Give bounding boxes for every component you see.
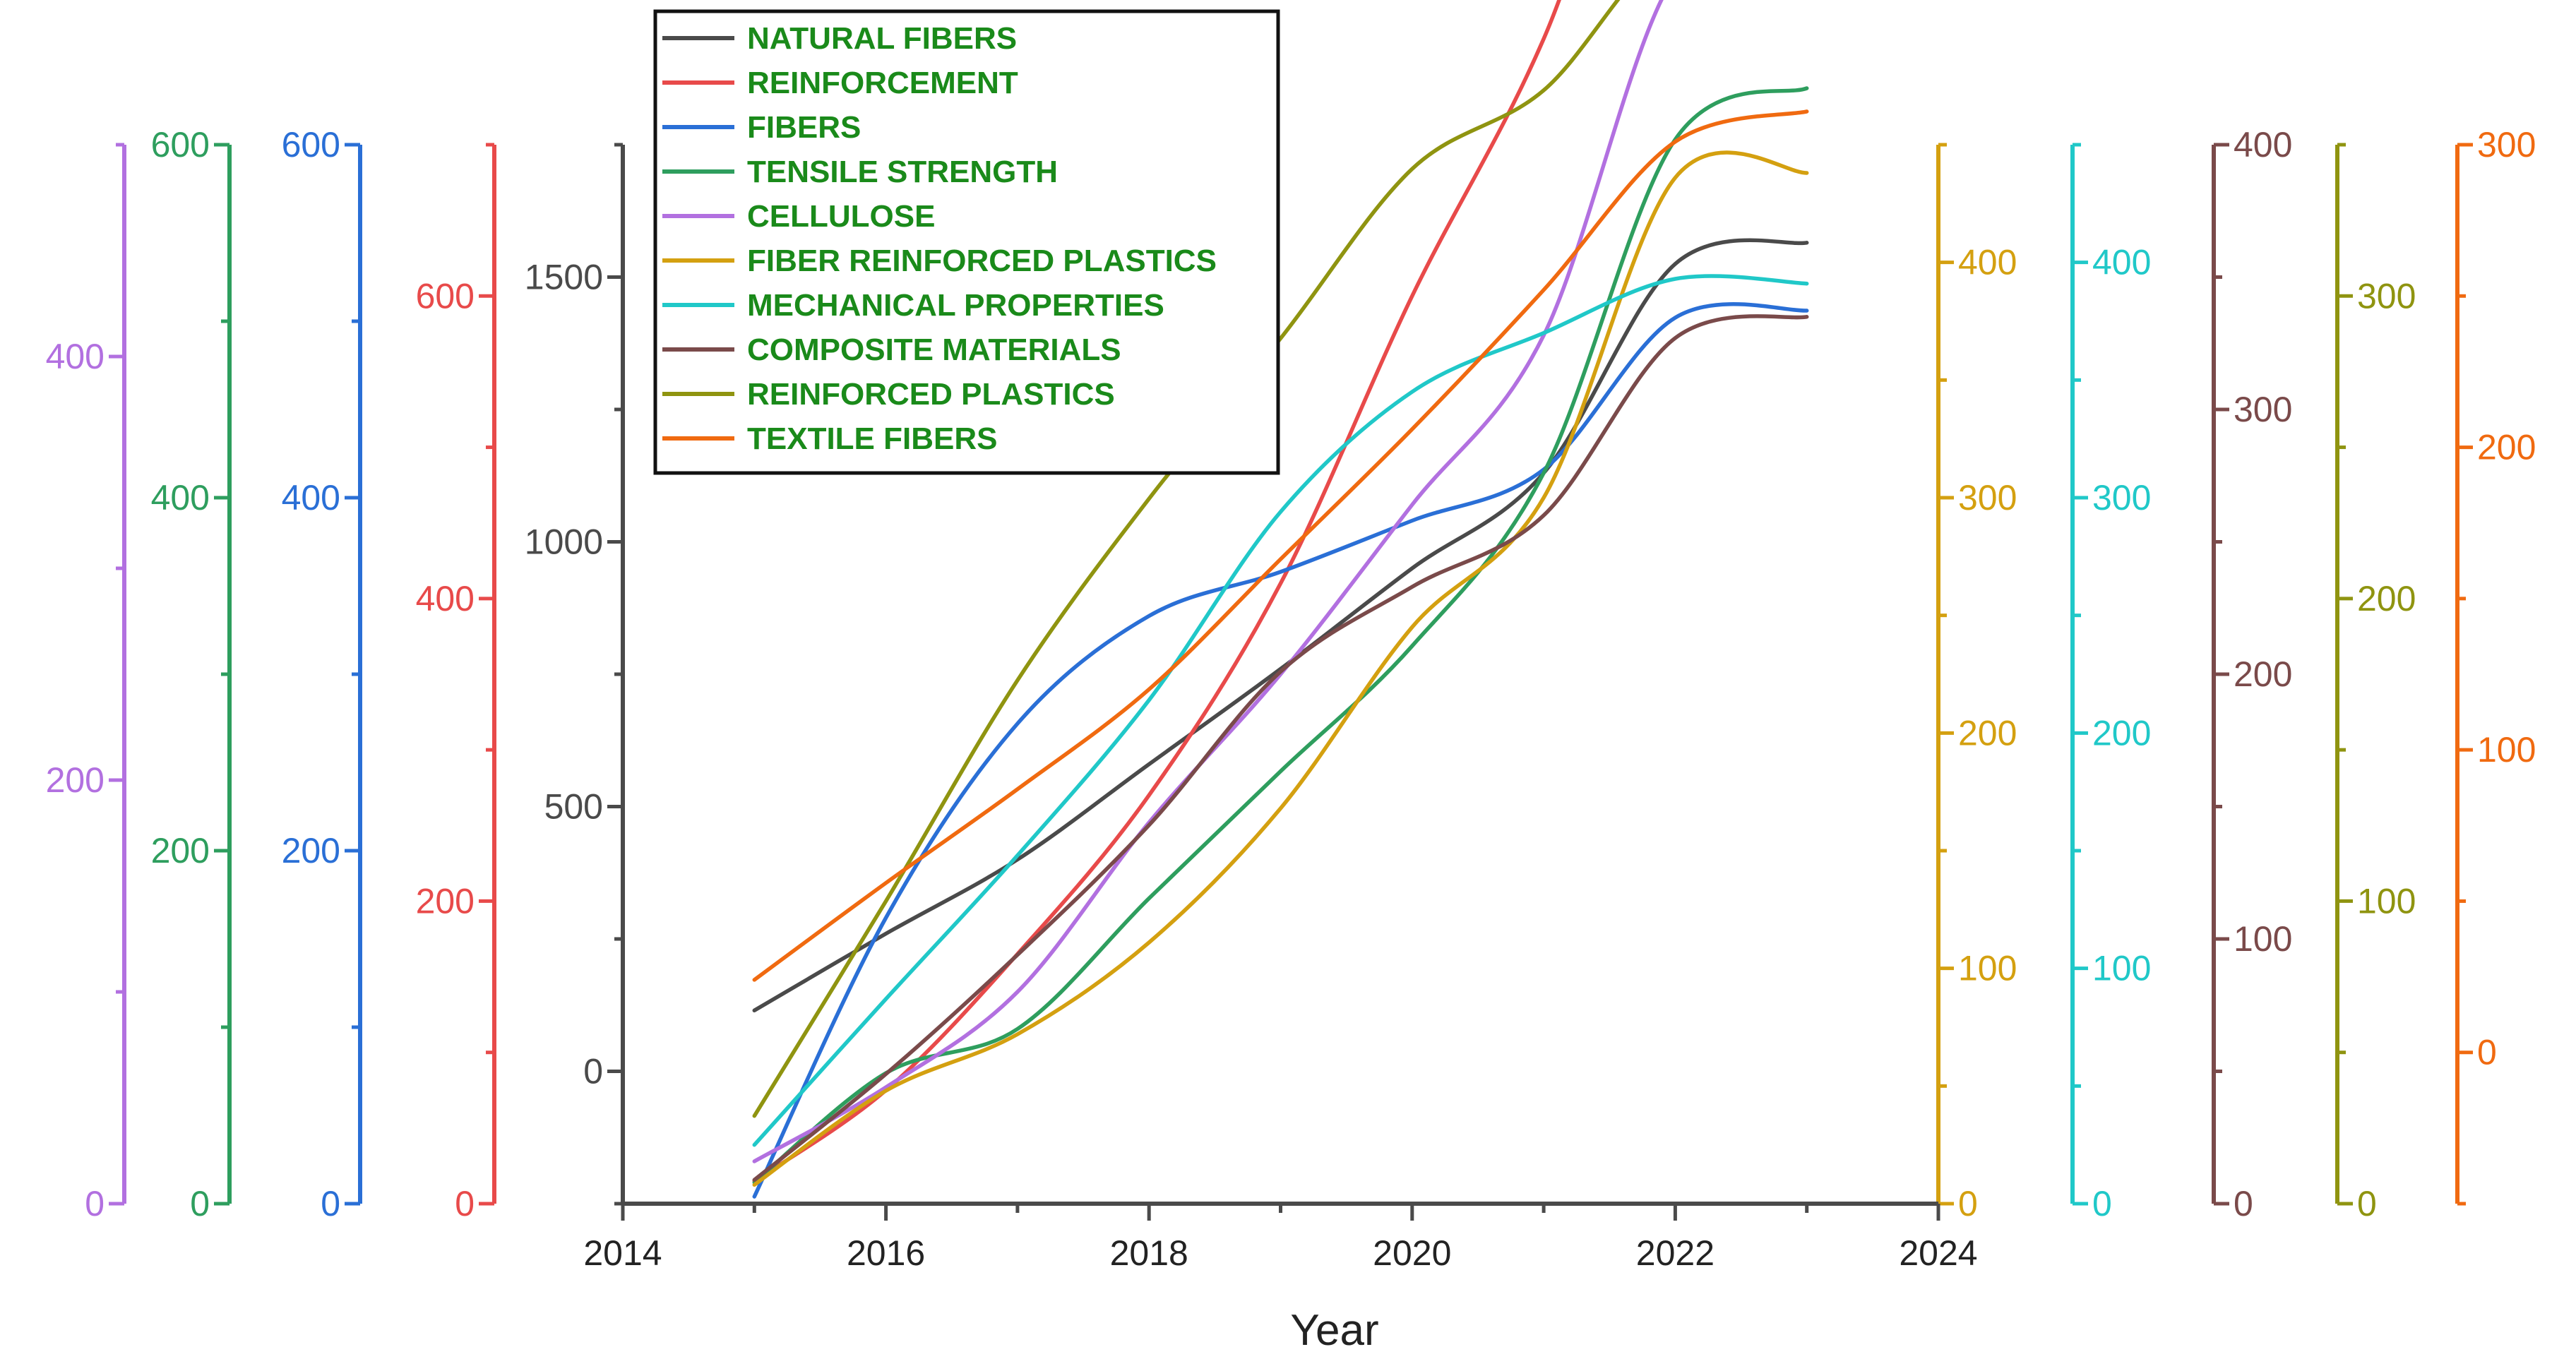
y-tick-label: 0 — [2477, 1033, 2497, 1072]
legend-item: TENSILE STRENGTH — [662, 155, 1058, 189]
legend-label-textile-fibers: TEXTILE FIBERS — [747, 421, 997, 456]
y-tick-label: 0 — [321, 1184, 340, 1223]
series-line-fibers — [752, 302, 1809, 1199]
y-tick-label: 0 — [85, 1184, 105, 1223]
y-axis-tensile: 0 200 400 600 — [151, 125, 232, 1223]
y-axis-reinforcement: 0 200 400 600 — [416, 143, 496, 1223]
y-tick-label: 400 — [416, 579, 475, 618]
y-tick-label: 600 — [151, 125, 210, 164]
y-tick-label: 300 — [1958, 478, 2017, 517]
y-tick-label: 0 — [583, 1052, 603, 1091]
y-tick-label: 200 — [2477, 428, 2536, 467]
y-tick-label: 600 — [282, 125, 340, 164]
y-tick-label: 400 — [2234, 125, 2292, 164]
legend-item: REINFORCED PLASTICS — [662, 377, 1115, 412]
y-tick-label: 100 — [1958, 949, 2017, 988]
legend-label-natural-fibers: NATURAL FIBERS — [747, 21, 1017, 56]
y-axis-main: 0 500 1000 1500 — [525, 143, 625, 1206]
y-tick-label: 0 — [2357, 1184, 2377, 1223]
legend-item: MECHANICAL PROPERTIES — [662, 288, 1164, 323]
y-tick-label: 0 — [2092, 1184, 2112, 1223]
series-line-composite-materials — [752, 314, 1809, 1183]
y-tick-label: 200 — [2357, 579, 2416, 618]
y-tick-label: 0 — [2234, 1184, 2253, 1223]
y-tick-label: 300 — [2477, 125, 2536, 164]
y-tick-label: 300 — [2092, 478, 2151, 517]
y-tick-label: 500 — [544, 787, 603, 827]
y-tick-label: 100 — [2092, 949, 2151, 988]
x-axis-group: 2014 2016 2018 2020 2022 2024 — [583, 1202, 1978, 1273]
legend-label-reinforced-plastics: REINFORCED PLASTICS — [747, 377, 1115, 412]
y-tick-label: 200 — [46, 760, 105, 800]
legend-label-mechanical-properties: MECHANICAL PROPERTIES — [747, 288, 1164, 323]
legend-label-tensile-strength: TENSILE STRENGTH — [747, 155, 1058, 189]
series-line-mechanical-properties — [752, 274, 1809, 1147]
y-tick-label: 1500 — [525, 258, 603, 297]
y-tick-label: 0 — [1958, 1184, 1978, 1223]
legend-box — [653, 9, 1280, 475]
y-tick-label: 400 — [2092, 243, 2151, 282]
y-tick-label: 400 — [282, 478, 340, 517]
y-tick-label: 200 — [1958, 713, 2017, 753]
x-tick-label: 2020 — [1373, 1233, 1451, 1273]
legend-label-reinforcement: REINFORCEMENT — [747, 66, 1018, 100]
x-tick-label: 2016 — [847, 1233, 925, 1273]
series-line-cellulose — [752, 0, 1664, 1163]
y-tick-label: 200 — [2092, 713, 2151, 753]
y-axis-cellulose: 0 200 400 — [46, 143, 126, 1223]
x-tick-label: 2022 — [1636, 1233, 1715, 1273]
y-tick-label: 100 — [2477, 730, 2536, 770]
y-axis-fibers: 0 200 400 600 — [282, 125, 362, 1223]
legend-label-cellulose: CELLULOSE — [747, 199, 935, 234]
legend-label-fibers: FIBERS — [747, 110, 861, 145]
y-tick-label: 0 — [190, 1184, 210, 1223]
y-tick-label: 600 — [416, 276, 475, 316]
legend-item: CELLULOSE — [662, 199, 935, 234]
y-tick-label: 300 — [2357, 276, 2416, 316]
x-axis-title: Year — [1290, 1306, 1378, 1355]
series-line-tensile-strength — [752, 86, 1809, 1185]
y-axis-rp: 0 100 200 300 — [2335, 143, 2416, 1223]
legend-item: COMPOSITE MATERIALS — [662, 333, 1121, 367]
legend: NATURAL FIBERS REINFORCEMENT FIBERS TENSILE… — [653, 9, 1280, 475]
y-axis-textile: 0 100 200 300 — [2455, 125, 2536, 1206]
y-tick-label: 0 — [455, 1184, 475, 1223]
series-line-textile-fibers — [752, 109, 1809, 982]
y-tick-label: 100 — [2357, 881, 2416, 921]
legend-item: REINFORCEMENT — [662, 66, 1018, 100]
y-axis-composite: 0 100 200 300 400 — [2212, 125, 2292, 1223]
y-tick-label: 300 — [2234, 390, 2292, 429]
y-tick-label: 100 — [2234, 919, 2292, 959]
series-group — [752, 0, 1809, 1199]
y-tick-label: 200 — [2234, 654, 2292, 694]
x-tick-label: 2024 — [1899, 1233, 1977, 1273]
series-line-fiber-reinforced-plastics — [752, 150, 1809, 1187]
axes-group: 0 200 400 0 200 400 600 0 200 400 600 0 200 400 600 0 50… — [46, 125, 2536, 1223]
y-axis-frp: 0 100 200 300 400 — [1936, 143, 2017, 1223]
x-tick-label: 2018 — [1110, 1233, 1188, 1273]
y-tick-label: 400 — [1958, 243, 2017, 282]
legend-item: NATURAL FIBERS — [662, 21, 1017, 56]
y-tick-label: 400 — [46, 337, 105, 376]
y-tick-label: 1000 — [525, 522, 603, 562]
series-line-reinforcement — [752, 0, 1561, 1183]
legend-item: FIBER REINFORCED PLASTICS — [662, 244, 1217, 278]
legend-label-fiber-reinforced-plastics: FIBER REINFORCED PLASTICS — [747, 244, 1217, 278]
legend-item: FIBERS — [662, 110, 861, 145]
x-tick-label: 2014 — [583, 1233, 662, 1273]
legend-label-composite-materials: COMPOSITE MATERIALS — [747, 333, 1121, 367]
y-tick-label: 200 — [416, 881, 475, 921]
y-tick-label: 200 — [151, 831, 210, 870]
y-tick-label: 200 — [282, 831, 340, 870]
y-tick-label: 400 — [151, 478, 210, 517]
legend-item: TEXTILE FIBERS — [662, 421, 997, 456]
y-axis-mech: 0 100 200 300 400 — [2070, 143, 2151, 1223]
